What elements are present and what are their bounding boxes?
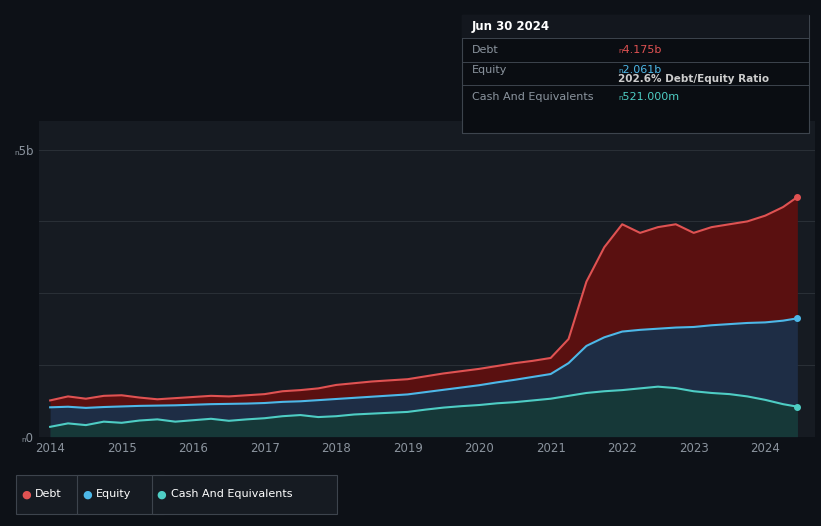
Text: 202.6% Debt/Equity Ratio: 202.6% Debt/Equity Ratio	[618, 74, 769, 84]
Text: ●: ●	[82, 489, 92, 500]
Text: Jun 30 2024: Jun 30 2024	[472, 20, 550, 33]
Text: Cash And Equivalents: Cash And Equivalents	[171, 489, 292, 500]
Text: ₙ2.061b: ₙ2.061b	[618, 65, 662, 75]
Text: ₙ521.000m: ₙ521.000m	[618, 92, 679, 102]
Text: ●: ●	[21, 489, 31, 500]
Text: ₙ4.175b: ₙ4.175b	[618, 45, 662, 55]
Text: Equity: Equity	[96, 489, 131, 500]
Text: ●: ●	[157, 489, 167, 500]
Text: Debt: Debt	[472, 45, 499, 55]
Text: Debt: Debt	[35, 489, 62, 500]
Text: Equity: Equity	[472, 65, 507, 75]
Text: Cash And Equivalents: Cash And Equivalents	[472, 92, 594, 102]
